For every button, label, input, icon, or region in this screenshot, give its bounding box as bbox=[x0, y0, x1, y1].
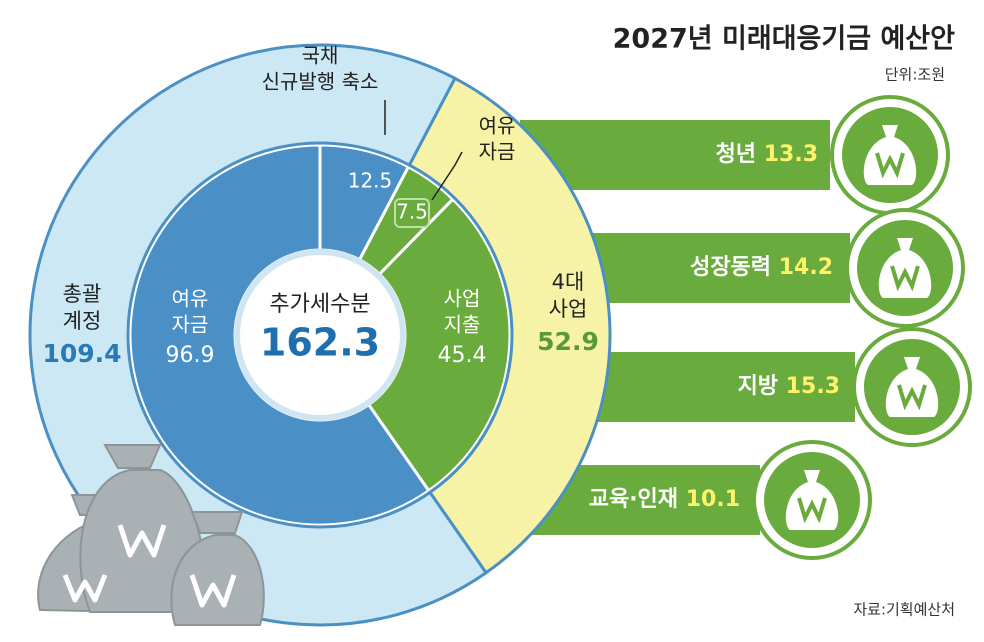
program-name: 청년 bbox=[716, 142, 756, 167]
program-label: 지방 15.3 bbox=[738, 374, 840, 399]
center-value: 162.3 bbox=[260, 321, 380, 365]
program-label: 성장동력 14.2 bbox=[690, 255, 833, 280]
segment-name: 자금 bbox=[172, 313, 209, 337]
source-label: 자료:기획예산처 bbox=[853, 601, 955, 619]
segment-name: 4대 bbox=[552, 270, 585, 294]
segment-name: 지출 bbox=[444, 313, 481, 337]
outer-segment bbox=[407, 76, 612, 575]
won-sign bbox=[890, 265, 920, 292]
chart-title: 2027년 미래대응기금 예산안 bbox=[613, 24, 956, 55]
segment-value: 12.5 bbox=[348, 169, 393, 193]
program-value: 14.2 bbox=[779, 255, 833, 280]
won-sign bbox=[797, 497, 827, 524]
program-value: 10.1 bbox=[686, 487, 740, 512]
center-circle bbox=[234, 249, 406, 421]
program-name: 지방 bbox=[738, 374, 778, 399]
segment-name: 사업 bbox=[444, 287, 481, 311]
segment-value: 7.5 bbox=[396, 200, 428, 224]
segment-name: 신규발행 축소 bbox=[262, 70, 379, 94]
segment-name: 총괄 bbox=[63, 282, 102, 306]
won-sign bbox=[875, 152, 905, 179]
program-label: 교육·인재 10.1 bbox=[589, 487, 740, 512]
segment-name: 사업 bbox=[549, 297, 588, 321]
segment-name: 국채 bbox=[302, 44, 339, 68]
segment-name: 여유 bbox=[172, 287, 209, 311]
segment-value: 109.4 bbox=[42, 339, 121, 368]
program-label: 청년 13.3 bbox=[716, 142, 818, 167]
unit-label: 단위:조원 bbox=[885, 66, 945, 84]
money-bags-decoration bbox=[37, 444, 265, 626]
program-name: 성장동력 bbox=[690, 255, 771, 280]
won-sign bbox=[897, 384, 927, 411]
segment-name: 자금 bbox=[479, 140, 516, 164]
segment-value: 52.9 bbox=[537, 327, 599, 356]
value-badge bbox=[394, 198, 430, 228]
program-value: 15.3 bbox=[786, 374, 840, 399]
segment-value: 45.4 bbox=[438, 343, 487, 368]
segment-name: 여유 bbox=[479, 114, 516, 138]
program-value: 13.3 bbox=[764, 142, 818, 167]
leader-line bbox=[431, 151, 463, 201]
program-banner bbox=[520, 120, 830, 190]
program-name: 교육·인재 bbox=[589, 487, 678, 512]
segment-name: 계정 bbox=[63, 309, 102, 333]
center-label: 추가세수분 bbox=[269, 292, 370, 317]
segment-value: 96.9 bbox=[166, 343, 215, 368]
